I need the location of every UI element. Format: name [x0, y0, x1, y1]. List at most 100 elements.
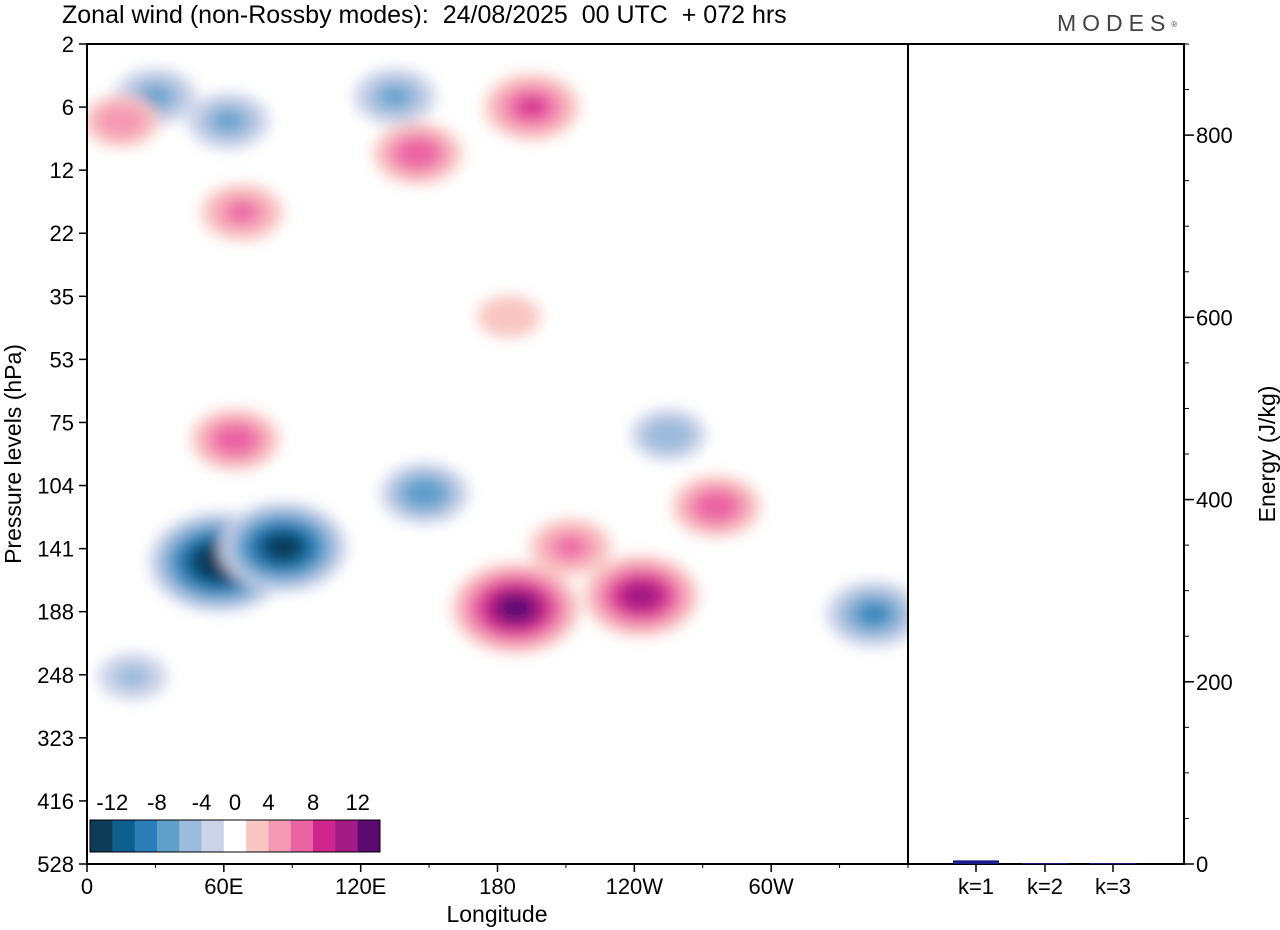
contour-14-3	[519, 98, 544, 116]
energy-bar-k=1	[953, 860, 999, 864]
y-axis: 2 6 12 22 35 53 75 104 141 188 248 323 416 528	[37, 32, 87, 877]
chart-title: Zonal wind (non-Rossby modes): 24/08/202…	[62, 1, 787, 29]
x-axis-title: Longitude	[446, 901, 547, 927]
contour-2-2	[402, 477, 447, 509]
energy-tick-label: 200	[1196, 670, 1233, 695]
logo-text: MODES	[1057, 10, 1172, 36]
contour-5-1	[115, 664, 151, 689]
feature-7	[187, 92, 270, 150]
energy-axis: 0 200 400 600 800	[1184, 43, 1233, 877]
feature-11	[529, 518, 612, 576]
contour-12-2	[694, 490, 739, 522]
colorbar-swatch	[134, 820, 158, 852]
feature-8	[353, 68, 437, 126]
x-tick-label: 120W	[606, 874, 664, 899]
colorbar-swatch	[223, 820, 247, 852]
contour-18-0	[477, 295, 541, 338]
energy-category-label: k=3	[1095, 874, 1131, 899]
y-tick-label: 528	[37, 852, 74, 877]
contour-17-2	[228, 202, 256, 222]
energy-category-label: k=1	[958, 874, 994, 899]
y-tick-label: 6	[62, 95, 74, 120]
contour-1-5	[264, 534, 302, 561]
colorbar-swatch	[268, 820, 292, 852]
y-axis-title: Pressure levels (hPa)	[0, 344, 26, 564]
heatmap-blobs	[87, 68, 908, 701]
feature-16	[87, 95, 160, 148]
feature-18	[477, 295, 541, 338]
feature-12	[672, 475, 761, 538]
colorbar-label: -4	[192, 790, 212, 815]
feature-5	[97, 653, 168, 701]
feature-15	[373, 122, 463, 185]
colorbar-swatch	[246, 820, 269, 852]
energy-frame	[907, 43, 1185, 865]
colorbar-label: 12	[345, 790, 369, 815]
feature-14	[484, 73, 580, 141]
y-tick-label: 2	[62, 32, 74, 57]
contour-3-1	[643, 417, 694, 453]
x-tick-label: 0	[81, 874, 93, 899]
colorbar-label: 8	[307, 790, 319, 815]
feature-13	[190, 408, 280, 471]
colorbar-label: -8	[147, 790, 167, 815]
y-tick-label: 188	[37, 600, 74, 625]
y-tick-label: 323	[37, 726, 74, 751]
colorbar-swatch	[357, 820, 381, 852]
colorbar-swatch	[179, 820, 203, 852]
energy-tick-label: 600	[1196, 305, 1233, 330]
contour-11-2	[556, 537, 585, 557]
x-tick-label: 60W	[749, 874, 794, 899]
contour-13-2	[213, 424, 258, 456]
colorbar-label: -12	[96, 790, 128, 815]
y-tick-label: 104	[37, 474, 74, 499]
colorbar-swatch	[335, 820, 359, 852]
contour-4-3	[861, 605, 886, 623]
heatmap-field	[87, 44, 908, 864]
contour-7-2	[214, 111, 243, 131]
colorbar-label: 0	[229, 790, 241, 815]
y-tick-label: 12	[50, 158, 74, 183]
x-tick-label: 120E	[335, 874, 386, 899]
y-tick-label: 35	[50, 284, 74, 309]
feature-10	[583, 555, 699, 637]
colorbar-swatch	[290, 820, 314, 852]
feature-1	[219, 501, 347, 593]
x-axis: 0 60E 120E 180 120W 60W	[81, 864, 909, 899]
contour-16-1	[95, 103, 147, 139]
energy-category-label: k=2	[1027, 874, 1063, 899]
colorbar-swatch	[90, 820, 113, 852]
colorbar: -12 -8 -4 0 4 8 12	[89, 790, 381, 853]
feature-17	[200, 183, 284, 241]
x-tick-label: 180	[479, 874, 516, 899]
contour-8-2	[381, 87, 409, 107]
feature-9	[452, 562, 580, 654]
contour-6-2	[141, 87, 170, 107]
y-tick-label: 248	[37, 663, 74, 688]
y-tick-label: 141	[37, 537, 74, 562]
modes-logo: MODES®	[1057, 10, 1177, 36]
x-tick-label: 60E	[204, 874, 243, 899]
contour-10-4	[622, 582, 661, 610]
feature-3	[630, 408, 707, 461]
colorbar-label: 4	[262, 790, 274, 815]
energy-bar-k=2	[1022, 863, 1068, 865]
y-tick-label: 53	[50, 347, 74, 372]
energy-tick-label: 800	[1196, 123, 1233, 148]
feature-2	[380, 462, 469, 525]
energy-tick-label: 400	[1196, 488, 1233, 513]
contour-9-5	[497, 595, 534, 622]
colorbar-swatch	[313, 820, 336, 852]
energy-tick-label: 0	[1196, 852, 1208, 877]
energy-bars: k=1 k=2 k=3	[953, 860, 1136, 899]
feature-4	[826, 580, 908, 648]
y-tick-label: 75	[50, 410, 74, 435]
y-tick-label: 22	[50, 221, 74, 246]
contour-15-2	[395, 138, 440, 169]
y-tick-label: 416	[37, 789, 74, 814]
colorbar-swatch	[201, 820, 225, 852]
energy-axis-title: Energy (J/kg)	[1254, 386, 1280, 523]
colorbar-swatch	[112, 820, 136, 852]
logo-registered-mark: ®	[1171, 20, 1178, 29]
